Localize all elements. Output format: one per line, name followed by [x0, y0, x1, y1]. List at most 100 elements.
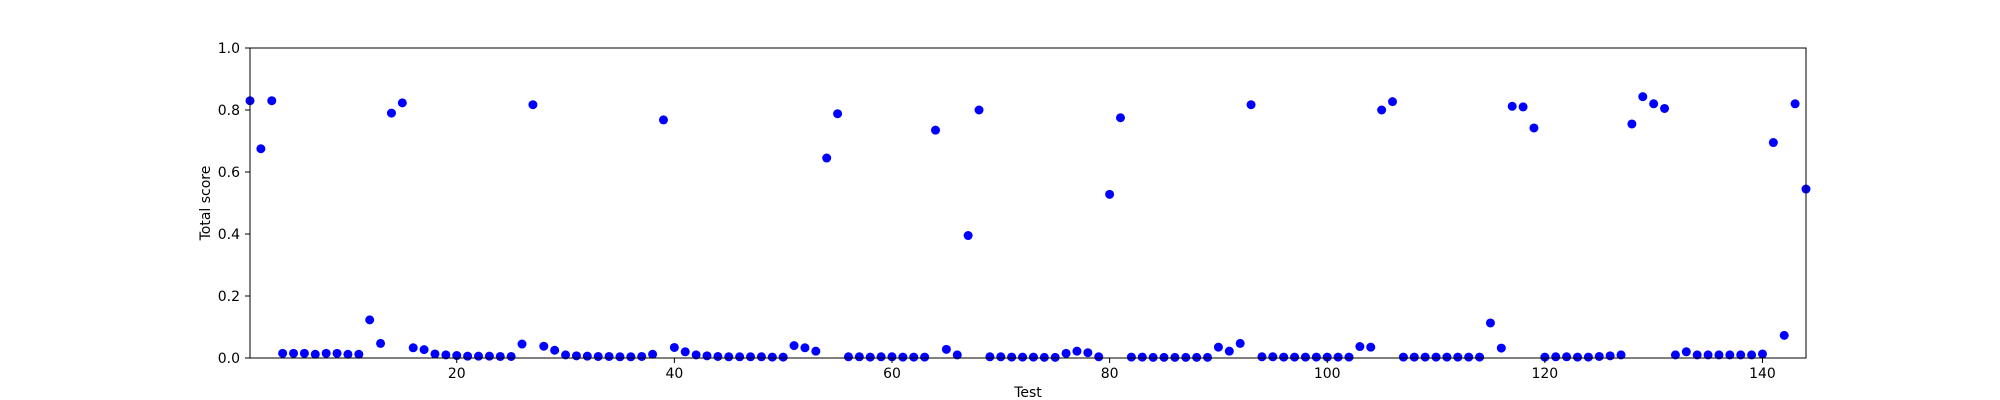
data-point — [506, 351, 516, 361]
data-point — [1464, 352, 1474, 362]
y-axis-ticks: 0.0 0.2 0.4 0.6 0.8 1.0 — [218, 41, 250, 367]
data-point — [1094, 352, 1104, 362]
data-point — [408, 343, 418, 353]
data-point — [865, 352, 875, 362]
data-point — [854, 352, 864, 362]
y-tick-label: 0.2 — [218, 289, 240, 305]
data-point — [1453, 352, 1463, 362]
data-point — [996, 352, 1006, 362]
data-point — [484, 351, 494, 361]
data-point — [1714, 350, 1724, 360]
data-point — [343, 349, 353, 359]
data-point — [931, 125, 941, 135]
data-point — [1333, 352, 1343, 362]
y-tick-label: 0.8 — [218, 103, 240, 119]
data-point — [582, 351, 592, 361]
data-point — [1616, 350, 1626, 360]
data-points — [245, 92, 1811, 362]
data-point — [463, 351, 473, 361]
data-point — [746, 352, 756, 362]
data-point — [1355, 342, 1365, 352]
data-point — [1594, 351, 1604, 361]
data-point — [1768, 138, 1778, 148]
x-tick-label: 140 — [1749, 366, 1776, 382]
data-point — [1050, 352, 1060, 362]
data-point — [833, 109, 843, 119]
data-point — [1660, 103, 1670, 113]
data-point — [637, 351, 647, 361]
data-point — [1159, 352, 1169, 362]
data-point — [778, 352, 788, 362]
data-point — [1018, 352, 1028, 362]
x-tick-label: 100 — [1314, 366, 1341, 382]
data-point — [1681, 347, 1691, 357]
data-point — [1442, 352, 1452, 362]
data-point — [920, 352, 930, 362]
data-point — [1072, 346, 1082, 356]
data-point — [941, 344, 951, 354]
data-point — [397, 98, 407, 108]
data-point — [571, 351, 581, 361]
data-point — [767, 352, 777, 362]
data-point — [1061, 348, 1071, 358]
data-point — [550, 345, 560, 355]
data-point — [811, 346, 821, 356]
data-point — [1028, 352, 1038, 362]
data-point — [1529, 123, 1539, 133]
data-point — [561, 350, 571, 360]
data-point — [1518, 102, 1528, 112]
x-tick-label: 120 — [1531, 366, 1558, 382]
data-point — [1137, 352, 1147, 362]
data-point — [386, 108, 396, 118]
data-point — [310, 349, 320, 359]
data-point — [1507, 101, 1517, 111]
data-point — [1703, 350, 1713, 360]
data-point — [800, 343, 810, 353]
data-point — [1181, 352, 1191, 362]
data-point — [713, 351, 723, 361]
data-point — [604, 351, 614, 361]
data-point — [985, 352, 995, 362]
data-point — [1279, 352, 1289, 362]
data-point — [1790, 99, 1800, 109]
data-point — [1148, 352, 1158, 362]
data-point — [321, 348, 331, 358]
data-point — [1431, 352, 1441, 362]
data-point — [1485, 318, 1495, 328]
data-point — [1572, 352, 1582, 362]
x-tick-label: 60 — [883, 366, 901, 382]
data-point — [1007, 352, 1017, 362]
data-point — [1192, 352, 1202, 362]
plot-area-frame — [249, 47, 1807, 359]
data-point — [952, 350, 962, 360]
data-point — [615, 352, 625, 362]
data-point — [517, 339, 527, 349]
x-axis-ticks: 20 40 60 80 100 120 140 — [448, 358, 1776, 382]
data-point — [289, 348, 299, 358]
data-point — [1736, 350, 1746, 360]
data-point — [419, 345, 429, 355]
data-point — [267, 96, 277, 106]
data-point — [1551, 352, 1561, 362]
data-point — [680, 347, 690, 357]
data-point — [1268, 352, 1278, 362]
data-point — [528, 100, 538, 110]
data-point — [963, 231, 973, 241]
data-point — [1246, 100, 1256, 110]
data-point — [1224, 346, 1234, 356]
data-point — [909, 352, 919, 362]
data-point — [669, 342, 679, 352]
data-point — [1366, 342, 1376, 352]
data-point — [441, 350, 451, 360]
data-point — [593, 351, 603, 361]
data-point — [1126, 352, 1136, 362]
data-point — [1290, 352, 1300, 362]
data-point — [1562, 352, 1572, 362]
data-point — [1670, 350, 1680, 360]
data-point — [876, 352, 886, 362]
data-point — [1747, 350, 1757, 360]
data-point — [1638, 92, 1648, 102]
data-point — [843, 352, 853, 362]
data-point — [1475, 352, 1485, 362]
